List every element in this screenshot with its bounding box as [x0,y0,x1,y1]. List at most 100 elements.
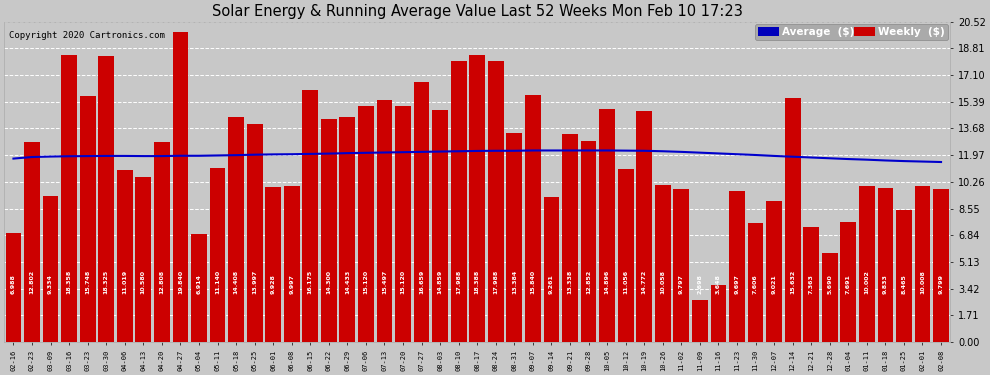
Bar [654,185,670,342]
Text: 14.433: 14.433 [345,270,349,294]
Text: 9.334: 9.334 [49,274,53,294]
Bar [80,96,96,342]
Text: 15.748: 15.748 [85,270,90,294]
Bar [61,56,77,342]
Text: 6.914: 6.914 [196,274,201,294]
Text: 17.988: 17.988 [493,270,498,294]
Text: 13.338: 13.338 [567,270,572,294]
Bar [210,168,226,342]
Text: 3.648: 3.648 [716,274,721,294]
Bar [376,100,392,342]
Bar [544,197,559,342]
Text: 19.840: 19.840 [178,270,183,294]
Bar [154,142,169,342]
Text: Copyright 2020 Cartronics.com: Copyright 2020 Cartronics.com [9,32,164,40]
Text: 13.997: 13.997 [252,270,257,294]
Bar [247,123,262,342]
Bar [766,201,782,342]
Bar [934,189,949,342]
Text: 7.691: 7.691 [845,274,850,294]
Bar [265,187,281,342]
Text: 17.988: 17.988 [456,270,461,294]
Bar [6,233,22,342]
Text: 16.659: 16.659 [419,270,424,294]
Text: 9.697: 9.697 [735,274,740,294]
Bar [469,55,485,342]
Bar [191,234,207,342]
Bar [488,61,504,342]
Bar [711,285,727,342]
Bar [618,170,634,342]
Bar [785,98,801,342]
Bar [673,189,689,342]
Bar [877,189,893,342]
Text: 15.497: 15.497 [382,270,387,294]
Bar [803,227,819,342]
Text: 14.408: 14.408 [234,270,239,294]
Text: 11.056: 11.056 [623,270,629,294]
Text: 7.606: 7.606 [753,274,758,294]
Text: 5.690: 5.690 [828,274,833,294]
Text: 14.896: 14.896 [605,270,610,294]
Text: 11.140: 11.140 [215,270,220,294]
Text: 15.840: 15.840 [531,270,536,294]
Bar [562,134,578,342]
Bar [637,111,652,342]
Bar [896,210,912,342]
Text: 14.772: 14.772 [642,270,646,294]
Bar [433,110,448,342]
Title: Solar Energy & Running Average Value Last 52 Weeks Mon Feb 10 17:23: Solar Energy & Running Average Value Las… [212,4,742,19]
Text: 14.859: 14.859 [438,270,443,294]
Text: 9.799: 9.799 [939,274,943,294]
Bar [98,56,114,342]
Text: 10.058: 10.058 [660,270,665,294]
Bar [581,141,596,342]
Text: 10.580: 10.580 [141,270,146,294]
Bar [915,186,931,342]
Text: 18.358: 18.358 [66,270,71,294]
Text: 15.120: 15.120 [363,270,368,294]
Bar [507,133,523,342]
Text: 15.120: 15.120 [401,270,406,294]
Bar [747,223,763,342]
Bar [172,32,188,342]
Text: 9.261: 9.261 [548,274,554,294]
Bar [395,106,411,342]
Text: 9.021: 9.021 [771,274,776,294]
Text: 15.632: 15.632 [790,270,795,294]
Text: 10.002: 10.002 [864,270,869,294]
Text: 9.833: 9.833 [883,274,888,294]
Bar [822,253,838,342]
Bar [43,196,58,342]
Text: 8.465: 8.465 [902,274,907,294]
Text: 9.797: 9.797 [679,274,684,294]
Bar [859,186,875,342]
Text: 12.808: 12.808 [159,270,164,294]
Bar [841,222,856,342]
Text: 13.384: 13.384 [512,270,517,294]
Text: 9.928: 9.928 [270,274,275,294]
Bar [321,119,337,342]
Text: 11.019: 11.019 [122,270,128,294]
Bar [340,117,355,342]
Bar [729,190,744,342]
Text: 10.008: 10.008 [920,270,925,294]
Bar [228,117,244,342]
Text: 16.175: 16.175 [308,270,313,294]
Text: 12.802: 12.802 [30,270,35,294]
Text: 14.300: 14.300 [327,270,332,294]
Bar [692,300,708,342]
Bar [358,106,374,342]
Bar [136,177,151,342]
Bar [414,82,430,342]
Text: 9.997: 9.997 [289,274,294,294]
Text: 12.852: 12.852 [586,270,591,294]
Bar [284,186,300,342]
Bar [117,170,133,342]
Text: 2.698: 2.698 [697,274,702,294]
Text: 6.988: 6.988 [11,274,16,294]
Bar [302,90,318,342]
Text: 7.363: 7.363 [809,274,814,294]
Bar [450,61,466,342]
Legend: Average  ($), Weekly  ($): Average ($), Weekly ($) [755,24,948,40]
